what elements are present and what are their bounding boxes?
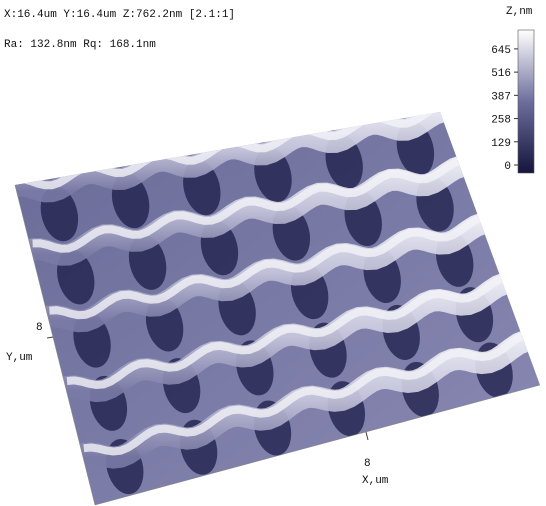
scan-info: X:16.4um Y:16.4um Z:762.2nm [2.1:1]	[4, 9, 235, 21]
colorbar	[518, 30, 534, 173]
y-axis-label: Y,um	[6, 352, 33, 364]
x-axis-label: X,um	[362, 475, 389, 487]
x-tick-label: 8	[364, 458, 371, 470]
colorbar-tick-label: 129	[491, 138, 511, 150]
colorbar-tick-label: 516	[491, 68, 511, 80]
colorbar-tick-label: 0	[504, 161, 511, 173]
colorbar-title: Z,nm	[506, 6, 533, 18]
colorbar-tick-label: 645	[491, 45, 511, 57]
x-tick	[366, 432, 368, 440]
y-tick-label: 8	[36, 322, 43, 334]
y-tick	[47, 337, 53, 338]
colorbar-tick-label: 258	[491, 115, 511, 127]
roughness-info: Ra: 132.8nm Rq: 168.1nm	[4, 39, 156, 51]
colorbar-tick-label: 387	[491, 91, 511, 103]
afm-view: X:16.4um Y:16.4um Z:762.2nm [2.1:1] Ra: …	[0, 0, 546, 506]
